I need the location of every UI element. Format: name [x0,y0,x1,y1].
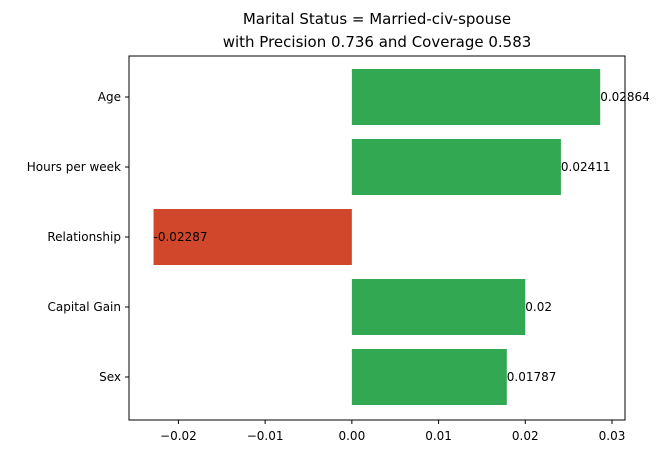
bar-1 [351,139,561,195]
y-tick-label-4: Sex [99,370,121,384]
x-tick-label-1: −0.01 [247,429,284,443]
bar-3 [351,279,526,335]
bar-0 [351,69,601,125]
chart-title-line-1: Marital Status = Married-civ-spouse [243,10,511,28]
y-tick-label-3: Capital Gain [48,300,121,314]
plot-frame [128,55,626,421]
bar-value-label-2: -0.02287 [154,230,208,244]
chart-title-line-2: with Precision 0.736 and Coverage 0.583 [223,33,532,51]
x-tick-label-2: 0.00 [338,429,365,443]
bar-4 [351,349,507,405]
x-tick-labels: −0.02 −0.01 0.00 0.01 0.02 0.03 [160,420,625,443]
y-tick-labels: Age Hours per week Relationship Capital Gai… [27,90,129,384]
bar-value-label-1: 0.02411 [561,160,611,174]
bar-2 [153,209,352,265]
x-tick-label-3: 0.01 [425,429,452,443]
bar-value-label-4: 0.01787 [507,370,557,384]
x-tick-label-0: −0.02 [160,429,197,443]
x-tick-label-5: 0.03 [599,429,626,443]
y-tick-label-2: Relationship [47,230,121,244]
bar-value-label-3: 0.02 [525,300,552,314]
x-tick-label-4: 0.02 [512,429,539,443]
y-tick-label-0: Age [98,90,121,104]
y-tick-label-1: Hours per week [27,160,121,174]
